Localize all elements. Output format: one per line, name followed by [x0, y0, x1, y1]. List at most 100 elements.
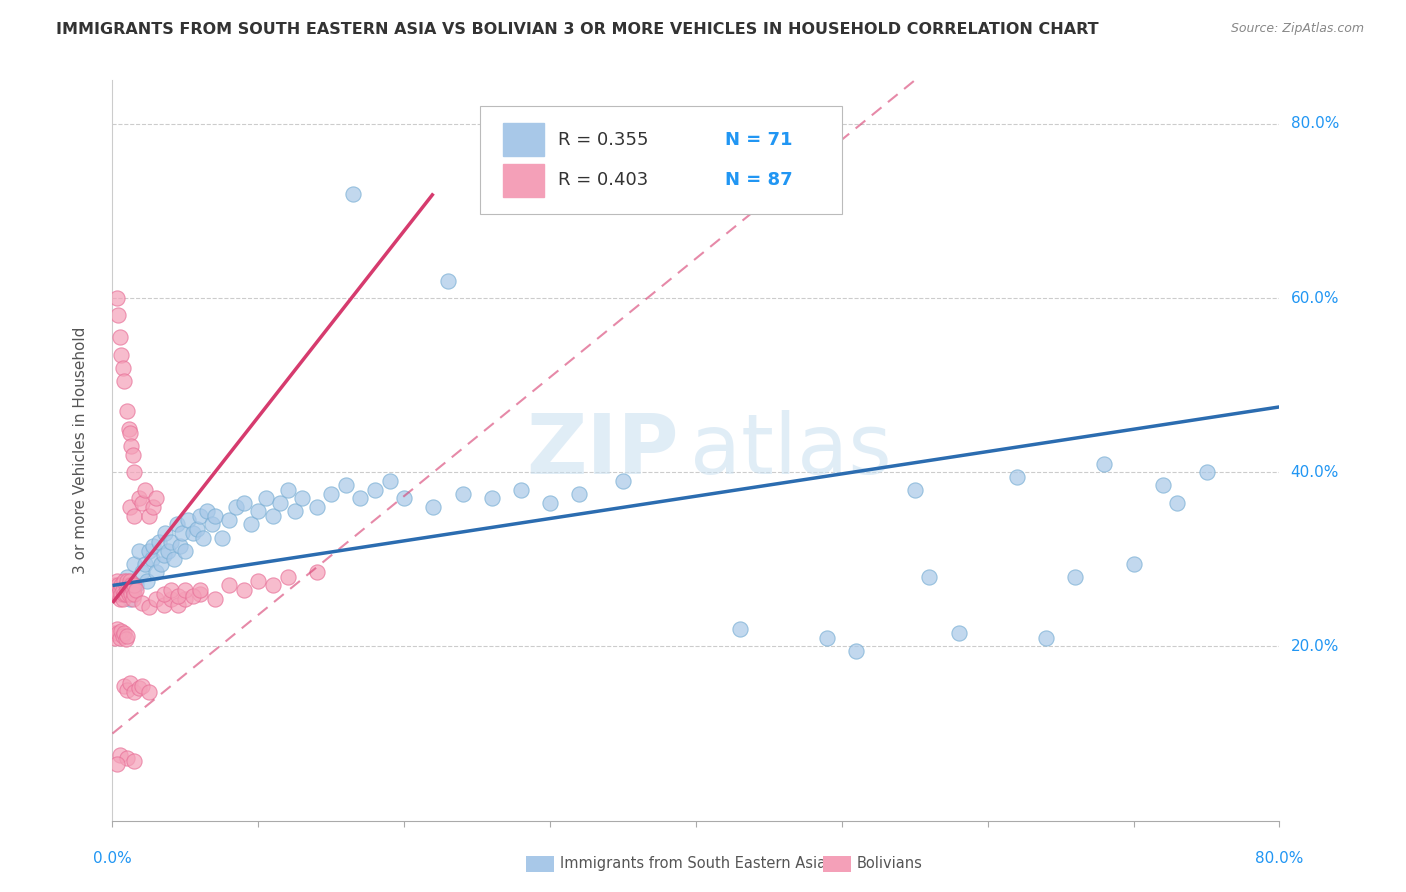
Point — [117, 587, 139, 601]
Point — [118, 591, 141, 606]
Point — [191, 531, 214, 545]
Point — [105, 582, 128, 597]
Point — [131, 679, 153, 693]
Point — [111, 591, 134, 606]
Point — [174, 582, 197, 597]
Point — [131, 566, 153, 580]
Point — [211, 531, 233, 545]
Point — [103, 626, 125, 640]
Point — [188, 587, 211, 601]
Point — [451, 487, 474, 501]
Point — [124, 684, 146, 698]
Point — [262, 508, 284, 523]
Point — [284, 504, 307, 518]
Point — [112, 374, 135, 388]
Point — [115, 570, 138, 584]
Point — [247, 504, 270, 518]
Point — [138, 543, 160, 558]
Point — [114, 632, 136, 647]
Point — [1005, 469, 1028, 483]
Point — [188, 508, 211, 523]
Point — [305, 500, 328, 514]
Point — [107, 626, 129, 640]
Point — [305, 566, 328, 580]
Point — [114, 587, 136, 601]
Point — [104, 578, 127, 592]
Point — [232, 582, 254, 597]
Point — [845, 644, 868, 658]
Point — [118, 676, 141, 690]
Point — [131, 496, 153, 510]
Point — [1122, 557, 1144, 571]
Point — [115, 582, 138, 597]
Point — [321, 487, 343, 501]
Text: Source: ZipAtlas.com: Source: ZipAtlas.com — [1230, 22, 1364, 36]
Point — [114, 578, 136, 592]
Point — [160, 591, 183, 606]
Point — [437, 274, 460, 288]
Point — [125, 578, 148, 592]
Point — [342, 186, 364, 201]
Text: 0.0%: 0.0% — [93, 851, 132, 866]
Point — [152, 587, 174, 601]
Point — [110, 348, 132, 362]
Point — [240, 517, 263, 532]
Point — [115, 404, 138, 418]
Point — [904, 483, 927, 497]
Point — [105, 622, 128, 636]
Point — [120, 439, 142, 453]
Point — [201, 517, 224, 532]
Point — [108, 330, 131, 344]
Point — [112, 587, 135, 601]
Point — [134, 483, 156, 497]
Point — [364, 483, 387, 497]
Point — [276, 570, 298, 584]
Point — [110, 624, 132, 638]
Point — [118, 574, 141, 588]
Point — [152, 598, 174, 612]
Text: IMMIGRANTS FROM SOUTH EASTERN ASIA VS BOLIVIAN 3 OR MORE VEHICLES IN HOUSEHOLD C: IMMIGRANTS FROM SOUTH EASTERN ASIA VS BO… — [56, 22, 1099, 37]
Point — [108, 591, 131, 606]
Text: 80.0%: 80.0% — [1291, 116, 1339, 131]
Point — [122, 582, 145, 597]
Point — [188, 582, 211, 597]
Point — [1152, 478, 1174, 492]
Point — [138, 600, 160, 615]
Point — [124, 755, 146, 769]
Point — [148, 535, 170, 549]
Point — [134, 557, 156, 571]
Point — [349, 491, 371, 506]
Point — [110, 578, 132, 592]
Text: atlas: atlas — [690, 410, 891, 491]
Point — [1094, 457, 1116, 471]
Point — [1166, 496, 1188, 510]
Point — [160, 535, 183, 549]
Point — [149, 557, 172, 571]
Bar — [503, 163, 544, 197]
Point — [1195, 465, 1218, 479]
Point — [115, 629, 138, 643]
Point — [103, 582, 125, 597]
Point — [118, 425, 141, 440]
Point — [104, 587, 127, 601]
Point — [195, 504, 218, 518]
Point — [118, 500, 141, 514]
Point — [107, 587, 129, 601]
Point — [181, 589, 204, 603]
Point — [225, 500, 247, 514]
Point — [117, 578, 139, 592]
Point — [174, 543, 197, 558]
Point — [111, 360, 134, 375]
Point — [177, 513, 200, 527]
Text: R = 0.403: R = 0.403 — [558, 171, 648, 189]
Point — [110, 587, 132, 601]
Point — [538, 496, 561, 510]
Point — [335, 478, 357, 492]
Point — [145, 566, 167, 580]
Point — [108, 631, 131, 645]
Point — [124, 587, 146, 601]
Point — [269, 496, 291, 510]
Point — [948, 626, 970, 640]
Point — [291, 491, 314, 506]
Text: N = 87: N = 87 — [725, 171, 793, 189]
